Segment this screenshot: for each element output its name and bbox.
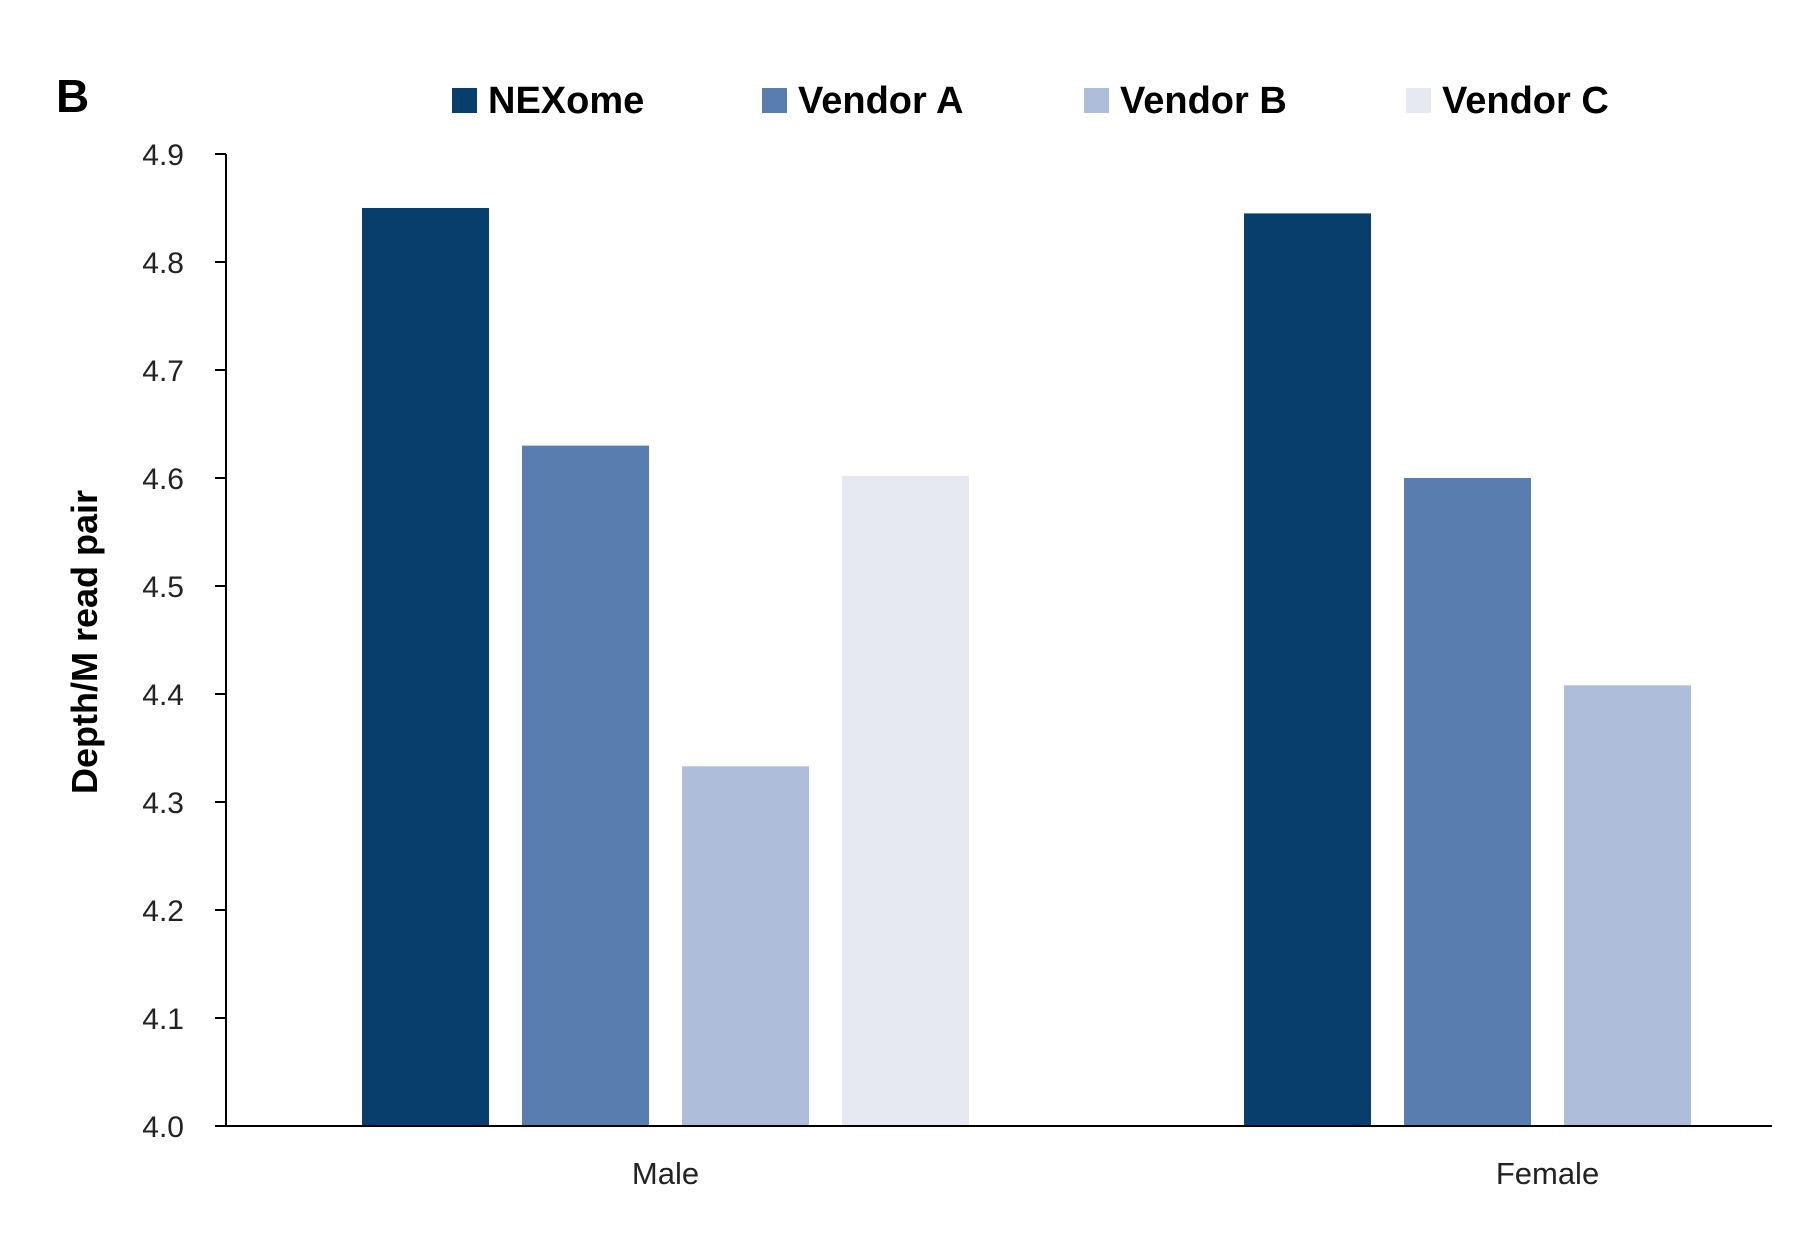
x-tick-label: Male <box>632 1156 699 1191</box>
legend-swatch <box>452 88 477 113</box>
legend-label: Vendor A <box>798 80 963 122</box>
y-tick-label: 4.0 <box>142 1111 184 1144</box>
legend-item-nexome: NEXome <box>452 80 644 122</box>
y-tick-label: 4.6 <box>142 463 184 496</box>
y-tick-label: 4.4 <box>142 679 184 712</box>
y-tick-label: 4.2 <box>142 895 184 928</box>
bar-female-vendor-a <box>1404 478 1531 1126</box>
legend-swatch <box>1406 88 1431 113</box>
y-tick-label: 4.9 <box>142 139 184 172</box>
y-tick-label: 4.1 <box>142 1003 184 1036</box>
legend-item-vendor-b: Vendor B <box>1084 80 1287 122</box>
bar-male-vendor-a <box>522 445 649 1127</box>
panel-label: B <box>56 70 89 122</box>
y-tick-label: 4.8 <box>142 247 184 280</box>
bar-male-nexome <box>362 208 489 1126</box>
x-tick-label: Female <box>1496 1156 1599 1191</box>
y-tick-label: 4.3 <box>142 787 184 820</box>
y-tick-label: 4.5 <box>142 571 184 604</box>
bars <box>362 208 1691 1127</box>
legend-item-vendor-c: Vendor C <box>1406 80 1609 122</box>
legend-label: Vendor B <box>1120 80 1287 122</box>
y-tick-label: 4.7 <box>142 355 184 388</box>
bar-male-vendor-c <box>842 475 969 1127</box>
legend-label: NEXome <box>488 80 644 122</box>
legend-item-vendor-a: Vendor A <box>762 80 963 122</box>
legend-swatch <box>762 88 787 113</box>
y-axis: 4.0 4.1 4.2 4.3 4.4 4.5 4.6 4.7 4.8 4.9 <box>142 139 227 1144</box>
legend-swatch <box>1084 88 1109 113</box>
bar-female-vendor-b <box>1564 685 1691 1126</box>
legend-label: Vendor C <box>1442 80 1609 122</box>
legend: NEXome Vendor A Vendor B Vendor C <box>452 80 1609 122</box>
y-axis-label: Depth/M read pair <box>64 490 105 794</box>
x-axis: Male Female <box>226 1125 1772 1191</box>
bar-female-nexome <box>1244 213 1371 1126</box>
bar-male-vendor-b <box>682 766 809 1126</box>
